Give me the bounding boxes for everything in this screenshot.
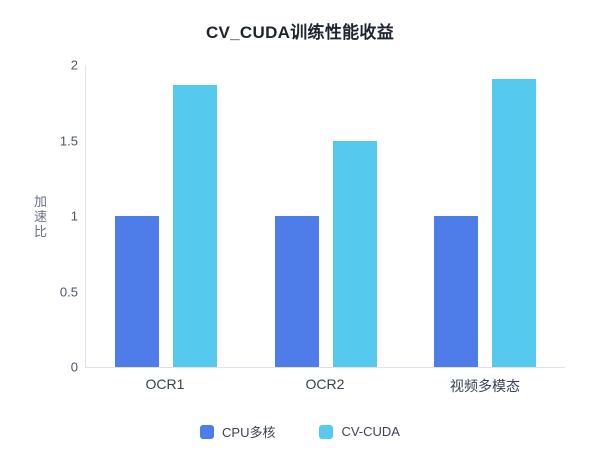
- bar-group: [114, 65, 218, 367]
- y-axis-ticks: 0 0.5 1 1.5 2: [52, 58, 78, 375]
- bar-cv-cuda-视频多模态[interactable]: [492, 78, 536, 367]
- y-tick-label: 0: [70, 359, 78, 375]
- legend-item-cv-cuda[interactable]: CV-CUDA: [319, 422, 400, 441]
- legend-swatch-cpu-multicore: [200, 424, 215, 439]
- legend-item-cpu-multicore[interactable]: CPU多核: [200, 422, 275, 441]
- y-tick-label: 1: [70, 208, 78, 224]
- y-axis-label: 加速比: [32, 194, 47, 239]
- y-tick-label: 2: [70, 57, 78, 73]
- bar-cpu-multicore-OCR1[interactable]: [115, 216, 159, 367]
- y-tick-label: 1.5: [59, 133, 78, 148]
- bar-group: [433, 65, 537, 367]
- legend-label: CV-CUDA: [341, 424, 400, 439]
- plot-area: 0 0.5 1 1.5 2: [60, 58, 565, 375]
- legend-swatch-cv-cuda: [319, 424, 334, 439]
- x-axis-labels: OCR1 OCR2 视频多模态: [85, 376, 565, 396]
- bar-cv-cuda-OCR1[interactable]: [173, 84, 217, 367]
- bar-group: [274, 65, 378, 367]
- bar-cv-cuda-OCR2[interactable]: [332, 140, 377, 367]
- x-tick-label: OCR2: [305, 376, 345, 392]
- x-tick-label: 视频多模态: [450, 378, 520, 394]
- y-tick-label: 0.5: [59, 284, 78, 299]
- plot-wrap: 加速比 0 0.5 1 1.5 2: [32, 58, 565, 375]
- bar-cpu-multicore-OCR2[interactable]: [274, 216, 319, 367]
- chart-title: CV_CUDA训练性能收益: [205, 23, 395, 42]
- legend: CPU多核 CV-CUDA: [0, 422, 600, 441]
- bar-groups: [86, 65, 565, 367]
- x-tick-label: OCR1: [145, 376, 185, 392]
- legend-label: CPU多核: [222, 425, 276, 440]
- bar-cpu-multicore-视频多模态[interactable]: [434, 216, 478, 367]
